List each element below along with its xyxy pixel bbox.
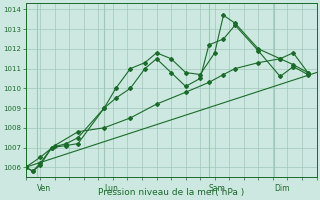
Text: Sam: Sam (209, 184, 226, 193)
Text: Dim: Dim (274, 184, 290, 193)
X-axis label: Pression niveau de la mer( hPa ): Pression niveau de la mer( hPa ) (98, 188, 244, 197)
Text: Lun: Lun (104, 184, 118, 193)
Text: Ven: Ven (37, 184, 52, 193)
